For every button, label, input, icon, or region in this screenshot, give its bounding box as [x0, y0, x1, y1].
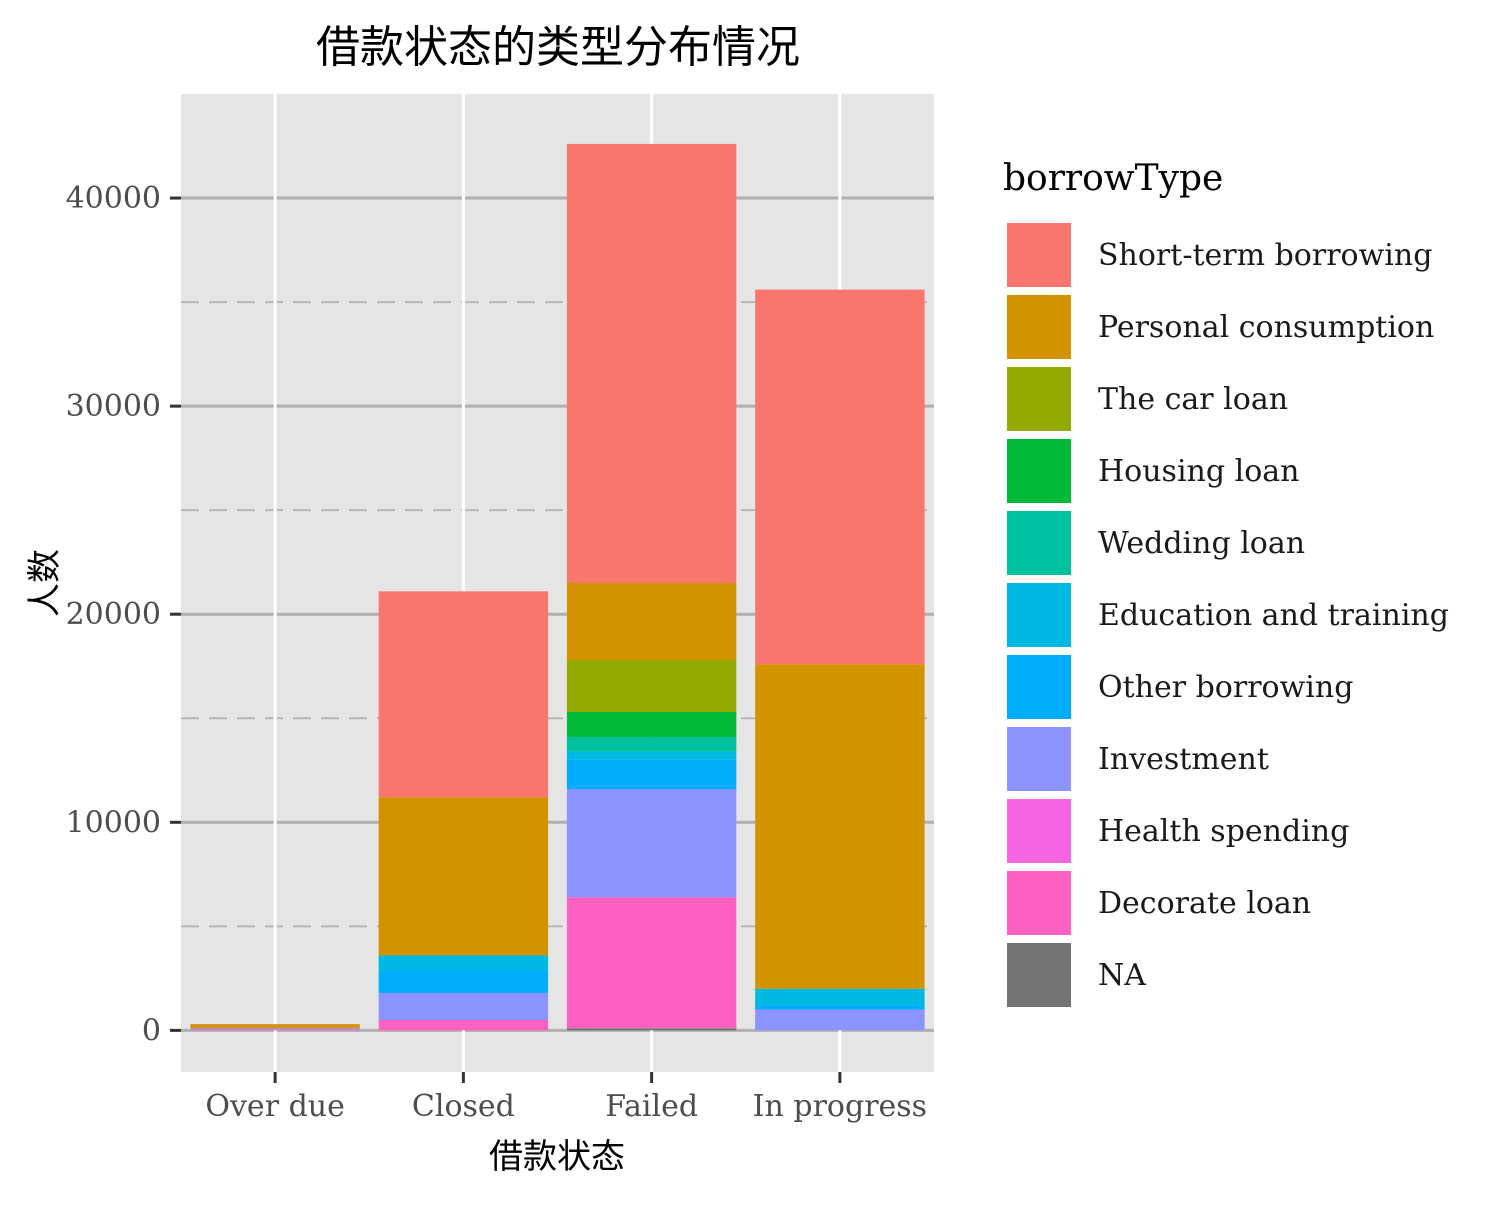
bar-segment	[755, 988, 925, 1006]
bar-segment	[566, 736, 737, 752]
legend-label: Decorate loan	[1098, 886, 1311, 921]
bar-segment	[378, 1019, 549, 1031]
legend-swatch	[1005, 653, 1073, 721]
legend-swatch	[1005, 293, 1073, 361]
bar-segment	[378, 992, 549, 1020]
legend-label: Other borrowing	[1098, 670, 1353, 705]
legend-swatch	[1005, 869, 1073, 937]
x-axis-title: 借款状态	[489, 1137, 625, 1177]
legend-label: Personal consumption	[1098, 310, 1434, 345]
legend-label: Investment	[1098, 742, 1269, 777]
legend-swatch	[1005, 221, 1073, 289]
bar-segment	[566, 1028, 737, 1031]
y-axis-title: 人数	[25, 549, 65, 617]
legend: Short-term borrowing Personal consumption…	[1005, 221, 1449, 1009]
y-tick-label: 30000	[66, 389, 161, 424]
legend-swatch	[1005, 725, 1073, 793]
bar-segment	[755, 1009, 925, 1031]
y-tick-label: 0	[142, 1013, 161, 1048]
legend-title: borrowType	[1003, 158, 1223, 199]
axes-layer: 0 10000 20000 30000 40000 Over due Closed Faile…	[66, 181, 928, 1124]
bar-segment	[566, 759, 737, 790]
bar-segment	[378, 955, 549, 971]
legend-label: Health spending	[1098, 814, 1349, 849]
bar-segment	[566, 789, 737, 898]
legend-label: Wedding loan	[1098, 526, 1305, 561]
bar-segment	[755, 664, 925, 989]
bar-segment	[566, 751, 737, 760]
x-tick-label: Closed	[412, 1089, 515, 1124]
y-tick-label: 10000	[66, 805, 161, 840]
bar-segment	[566, 897, 737, 1029]
legend-label: NA	[1098, 958, 1146, 993]
x-tick-label: Over due	[205, 1089, 344, 1124]
chart-title: 借款状态的类型分布情况	[316, 22, 800, 73]
bar-segment	[566, 712, 737, 737]
bar-segment	[566, 143, 737, 583]
legend-swatch	[1005, 509, 1073, 577]
bar-segment	[755, 289, 925, 665]
legend-label: Education and training	[1098, 598, 1449, 633]
bar-segment	[190, 1028, 360, 1030]
legend-swatch	[1005, 437, 1073, 505]
legend-label: Housing loan	[1098, 454, 1299, 489]
bar-segment	[755, 1005, 925, 1010]
y-tick-label: 20000	[66, 597, 161, 632]
bar-segment	[378, 970, 549, 993]
legend-swatch	[1005, 941, 1073, 1009]
bars-layer	[190, 143, 925, 1031]
bar-segment	[378, 591, 549, 798]
bar-segment	[566, 659, 737, 713]
bar-segment	[190, 1024, 360, 1029]
bar-segment	[566, 583, 737, 660]
x-tick-label: Failed	[605, 1089, 698, 1124]
legend-swatch	[1005, 797, 1073, 865]
legend-swatch	[1005, 365, 1073, 433]
y-tick-label: 40000	[66, 181, 161, 216]
bar-segment	[190, 1029, 360, 1031]
legend-label: Short-term borrowing	[1098, 238, 1432, 273]
x-tick-label: In progress	[753, 1089, 927, 1124]
legend-label: The car loan	[1098, 382, 1288, 417]
legend-swatch	[1005, 581, 1073, 649]
bar-segment	[378, 797, 549, 956]
